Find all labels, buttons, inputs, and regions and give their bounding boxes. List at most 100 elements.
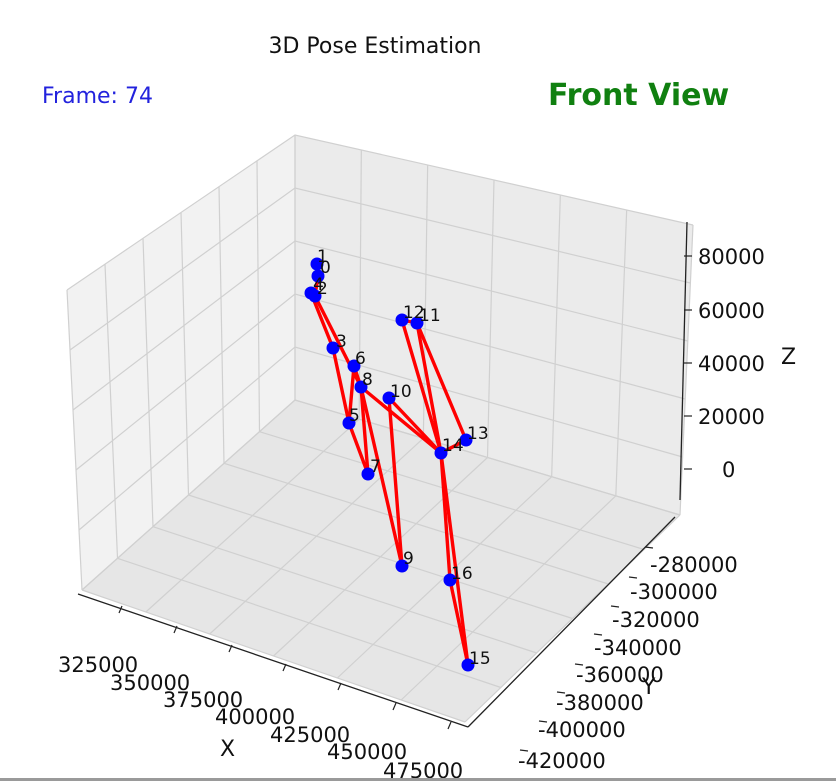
x-tick-label: 475000 [383,759,463,781]
joint-label-8: 8 [362,370,373,390]
x-tick [228,644,233,653]
z-tick-label: 80000 [698,245,765,269]
grid-line [256,160,261,432]
joint-14 [434,446,448,460]
bone-8-14 [359,385,443,455]
x-tick-label: 425000 [270,723,350,747]
joint-label-3: 3 [336,332,347,352]
joint-label-11: 11 [419,306,441,326]
skeleton-joints [304,257,475,672]
joint-label-16: 16 [451,564,473,584]
x-tick [337,682,342,691]
z-tick-label: 40000 [698,352,765,376]
x-tick-label: 400000 [215,705,295,729]
bone-6-5 [347,364,356,425]
joint-5 [342,416,356,430]
pane-left [67,135,295,590]
x-axis-label: X [220,737,235,762]
bone-9-10 [387,396,404,568]
grid-line [615,209,628,496]
grid-line [551,194,561,477]
y-tick-label: -280000 [650,553,738,577]
joint-label-9: 9 [403,549,414,569]
bone-15-16 [448,578,470,667]
y-tick-label: -300000 [630,580,718,604]
bone-11-14 [415,321,443,455]
joint-15 [461,658,475,672]
x-tick [173,625,178,634]
skeleton-bones [309,262,470,667]
x-tick [392,702,397,711]
bone-11-13 [415,321,468,442]
grid-line [81,399,681,591]
z-axis-label: Z [781,345,796,370]
joint-label-7: 7 [370,457,381,477]
joint-label-5: 5 [349,406,360,426]
y-tick [519,749,529,752]
joint-label-13: 13 [467,424,489,444]
x-axis-line [77,593,469,728]
joint-12 [395,313,409,327]
bone-16-14 [439,451,452,582]
view-label: Front View [548,78,730,113]
axis-panes [67,135,693,722]
y-tick [538,720,548,723]
x-tick-label: 450000 [327,740,407,764]
y-tick [574,663,584,666]
joint-0 [311,269,325,283]
x-tick-label: 350000 [110,671,190,695]
joint-label-10: 10 [390,382,412,402]
axis-grid [66,134,694,723]
joint-13 [459,433,473,447]
joint-label-0: 0 [320,258,331,278]
joint-1 [310,257,324,271]
grid-line [218,186,225,464]
joint-label-4: 4 [313,275,324,295]
y-tick [610,605,620,608]
y-tick-label: -420000 [518,749,606,773]
bottom-divider [0,778,836,781]
y-tick-label: -380000 [556,691,644,715]
y-tick-label: -320000 [612,608,700,632]
y-tick [593,633,603,636]
axis-labels: X Y Z [220,345,796,762]
grid-line [66,289,83,591]
x-tick-label: 325000 [58,653,138,677]
grid-line [486,179,495,458]
grid-line [358,149,362,420]
grid-line [104,264,119,559]
z-tick-label: 20000 [698,405,765,429]
grid-line [69,187,691,351]
joint-6 [347,359,361,373]
joint-11 [410,316,424,330]
y-tick-label: -400000 [538,718,626,742]
x-tick [118,605,123,614]
axis-lines [77,221,688,728]
grid-line [464,514,681,723]
bone-14-15 [439,451,470,667]
joint-10 [382,391,396,405]
grid-line [142,238,154,527]
joint-9 [395,559,409,573]
joint-label-12: 12 [403,303,425,323]
z-axis-line [679,221,688,501]
axis-ticks: 3250003500003750004000004250004500004750… [58,245,765,781]
z-tick-label: 60000 [698,299,765,323]
joint-label-1: 1 [317,247,328,267]
bone-5-7 [347,421,370,476]
z-tick-label: 0 [722,458,735,482]
joint-16 [443,573,457,587]
grid-line [180,212,190,496]
joint-label-2: 2 [317,279,328,299]
y-tick [628,576,638,579]
joint-label-15: 15 [469,649,491,669]
grid-line [400,495,617,701]
bone-8-7 [359,385,370,476]
grid-line [78,346,683,531]
y-tick-label: -340000 [594,636,682,660]
grid-line [72,240,688,411]
y-tick-label: -360000 [576,663,664,687]
